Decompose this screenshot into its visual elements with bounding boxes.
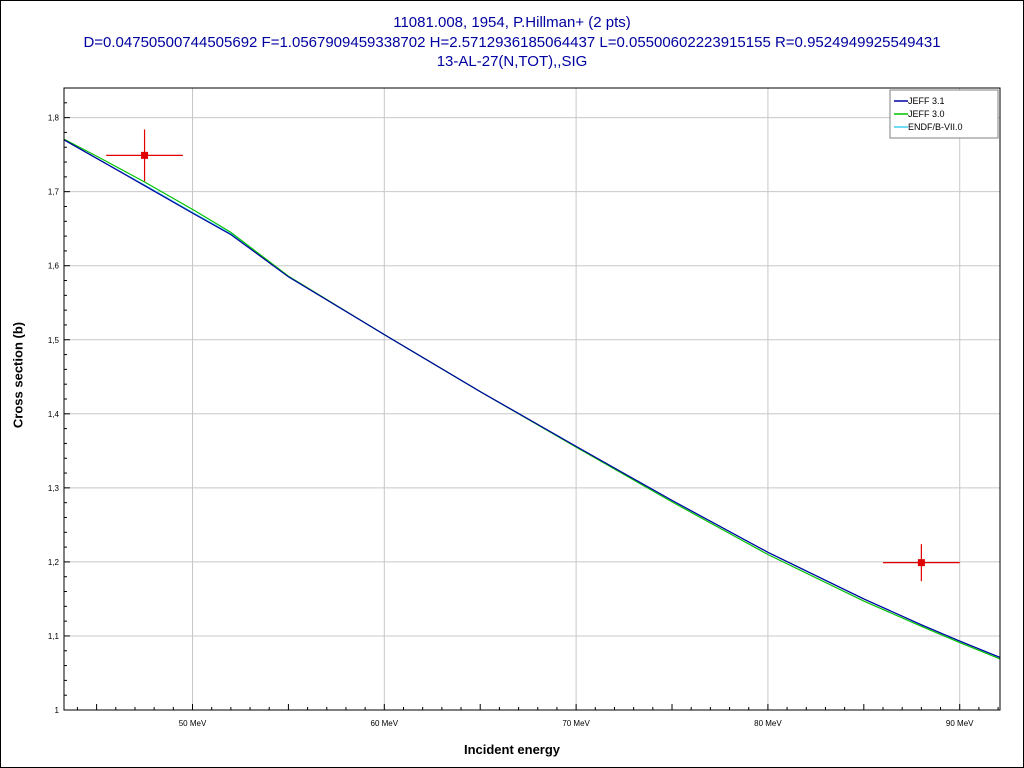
y-tick-label: 1,8	[48, 114, 60, 123]
chart-parameters: D=0.04750500744505692 F=1.05679094593387…	[83, 34, 941, 51]
data-point	[141, 151, 149, 159]
legend-label: JEFF 3.1	[908, 96, 945, 106]
legend-label: JEFF 3.0	[908, 109, 945, 119]
y-tick-label: 1	[55, 706, 60, 715]
chart-reaction: 13-AL-27(N,TOT),,SIG	[436, 53, 588, 70]
y-tick-label: 1,4	[48, 410, 60, 419]
plot-background	[64, 88, 1000, 710]
x-tick-label: 80 MeV	[754, 719, 782, 728]
chart-title: 11081.008, 1954, P.Hillman+ (2 pts)	[393, 14, 631, 31]
x-tick-label: 50 MeV	[179, 719, 207, 728]
x-tick-label: 60 MeV	[371, 719, 399, 728]
y-axis-title: Cross section (b)	[10, 321, 26, 429]
y-tick-label: 1,7	[48, 188, 60, 197]
y-tick-label: 1,3	[48, 484, 60, 493]
legend-label: ENDF/B-VII.0	[908, 122, 963, 132]
x-tick-label: 90 MeV	[946, 719, 974, 728]
series-line-jeff-3-1	[63, 139, 1001, 658]
data-point	[917, 559, 925, 567]
x-tick-label: 70 MeV	[562, 719, 590, 728]
plot-border	[63, 87, 1001, 711]
y-tick-label: 1,6	[48, 262, 60, 271]
y-tick-label: 1,2	[48, 558, 60, 567]
y-tick-label: 1,5	[48, 336, 60, 345]
x-axis-title: Incident energy	[463, 742, 561, 757]
y-tick-label: 1,1	[48, 632, 60, 641]
